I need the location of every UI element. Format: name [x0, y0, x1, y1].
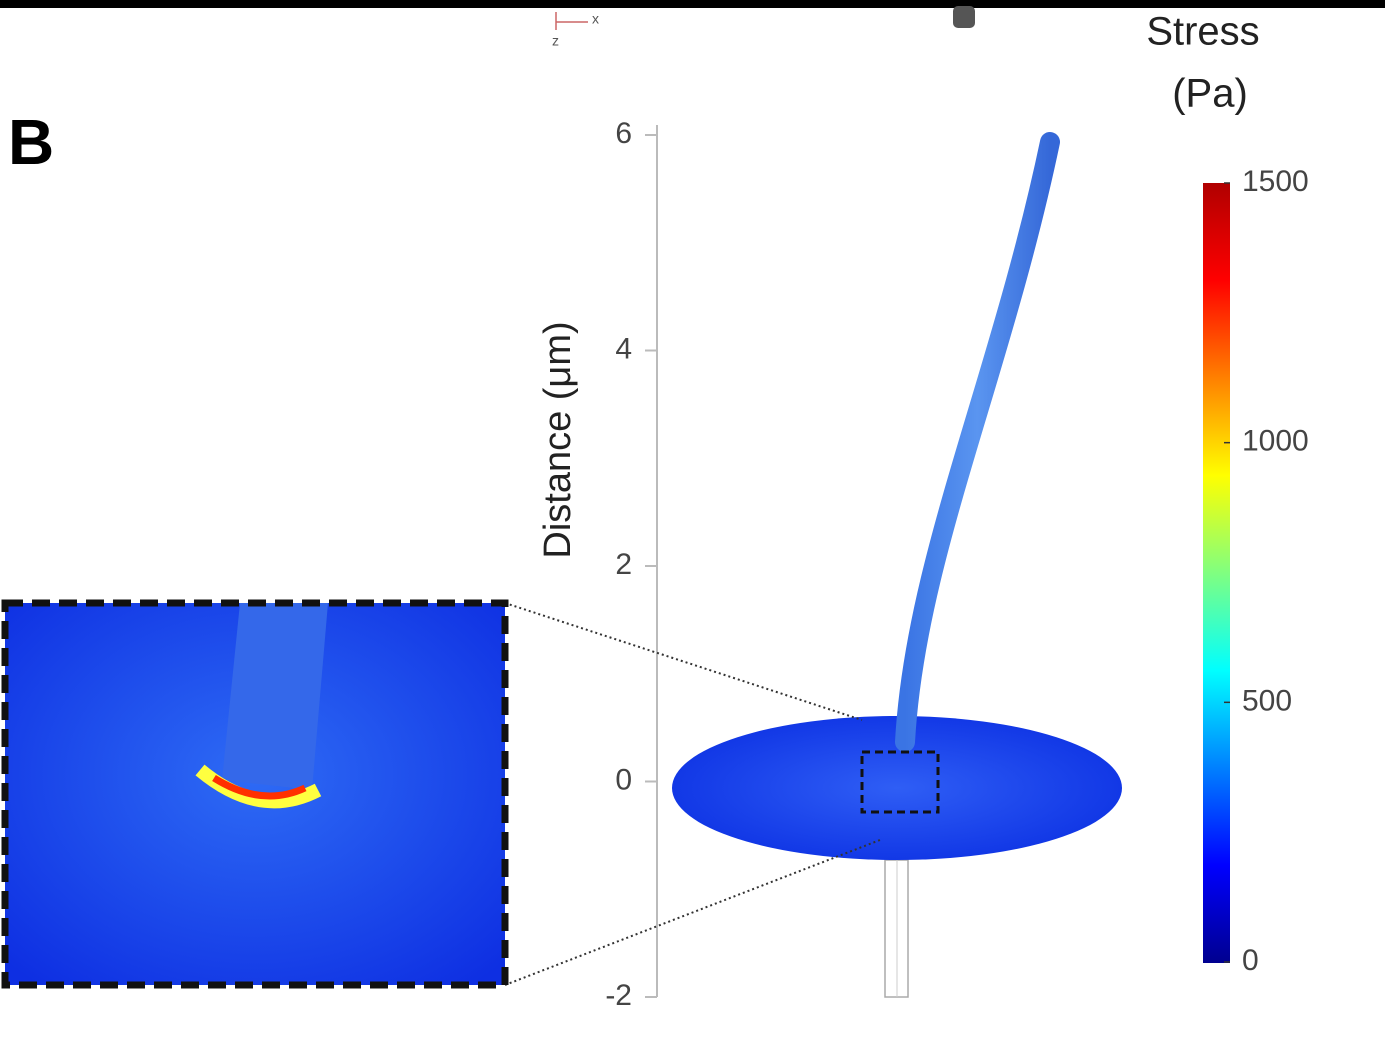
colorbar-title: (Pa)	[1172, 72, 1248, 116]
compass: x z	[552, 11, 599, 49]
colorbar-tick-label: 0	[1242, 944, 1259, 977]
y-tick-label: 0	[615, 763, 632, 796]
icon	[953, 6, 975, 28]
colorbar-tick-label: 500	[1242, 684, 1292, 717]
y-tick-label: 4	[615, 332, 632, 365]
y-tick-label: 6	[615, 117, 632, 150]
y-axis-label: Distance (μm)	[537, 321, 579, 558]
y-tick-label: -2	[605, 979, 632, 1012]
y-tick-label: 2	[615, 548, 632, 581]
figure: B x z Distance (μm) Stress (Pa) -2 0 2 4 6 0 5…	[0, 0, 1385, 1052]
colorbar	[1203, 183, 1230, 963]
inset-rod	[222, 603, 328, 790]
inset	[5, 603, 505, 985]
colorbar-tick-label: 1500	[1242, 165, 1309, 198]
rod	[905, 142, 1050, 742]
compass-x-label: x	[592, 11, 599, 27]
compass-z-label: z	[552, 33, 559, 49]
panel-label: B	[8, 106, 54, 178]
zoom-line	[505, 840, 880, 985]
zoom-line	[505, 603, 862, 720]
top-bar	[0, 0, 1385, 8]
colorbar-tick-label: 1000	[1242, 425, 1309, 458]
colorbar-title: Stress	[1146, 10, 1259, 54]
